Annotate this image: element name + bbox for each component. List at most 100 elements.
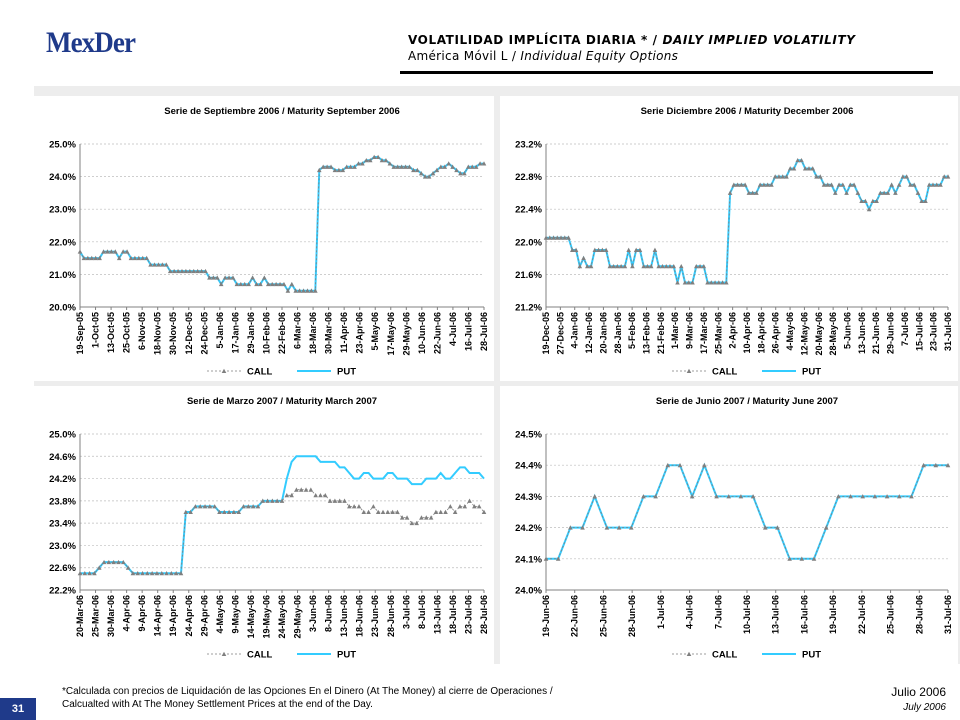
call-point <box>135 570 141 576</box>
call-point <box>938 182 943 187</box>
call-point <box>765 182 770 187</box>
call-point <box>214 275 220 280</box>
call-point <box>383 158 389 163</box>
x-tick-label: 31-Jul-06 <box>943 312 953 351</box>
call-point <box>277 281 283 287</box>
call-point <box>187 268 193 274</box>
x-tick-label: 9-May-06 <box>230 595 240 634</box>
call-point <box>787 166 793 171</box>
x-tick-label: 14-Apr-06 <box>153 595 163 637</box>
call-point <box>581 255 586 261</box>
x-tick-label: 13-Feb-06 <box>642 312 652 354</box>
x-tick-label: 4-May-06 <box>785 312 795 351</box>
x-tick-label: 4-Apr-06 <box>122 595 132 632</box>
call-point <box>772 174 778 179</box>
call-point <box>298 487 304 492</box>
call-point <box>231 509 237 514</box>
call-point <box>409 520 415 526</box>
x-tick-label: 29-Jun-06 <box>886 312 896 354</box>
call-point <box>678 263 684 269</box>
call-point <box>628 525 634 530</box>
call-point <box>616 525 622 530</box>
call-point <box>411 167 416 173</box>
call-point <box>285 288 291 293</box>
call-point <box>844 190 849 195</box>
call-point <box>848 182 853 187</box>
y-tick-label: 21.6% <box>515 270 542 281</box>
y-tick-label: 24.3% <box>515 492 542 503</box>
call-point <box>814 174 819 179</box>
x-tick-label: 2-Apr-06 <box>728 312 738 349</box>
x-tick-label: 23-Jul-06 <box>929 312 939 351</box>
call-point <box>92 570 97 576</box>
call-point <box>163 262 169 267</box>
call-point <box>607 263 613 269</box>
call-point <box>82 570 88 576</box>
call-point <box>274 498 280 503</box>
call-point <box>336 167 342 173</box>
call-point <box>945 174 951 179</box>
call-point <box>130 570 136 576</box>
call-point <box>101 559 107 565</box>
chart-june-2007: Serie de Junio 2007 / Maturity June 2007… <box>500 386 958 664</box>
call-point <box>313 492 318 498</box>
call-point <box>919 198 925 204</box>
call-point <box>603 247 609 252</box>
call-point <box>109 249 114 254</box>
call-point <box>273 281 279 287</box>
call-point <box>128 255 134 261</box>
call-point <box>301 288 306 293</box>
call-point <box>293 288 299 293</box>
x-tick-label: 28-Jul-06 <box>479 312 489 351</box>
call-point <box>258 281 263 287</box>
call-point <box>433 509 439 514</box>
call-point <box>284 492 290 498</box>
call-point <box>677 462 683 468</box>
x-tick-label: 18-Jun-06 <box>355 595 365 637</box>
x-tick-label: 24-Dec-05 <box>199 312 209 355</box>
call-point <box>221 509 227 514</box>
legend-call-marker <box>686 368 692 373</box>
legend-put-label: PUT <box>802 650 821 661</box>
call-point <box>473 164 479 169</box>
date-en: July 2006 <box>903 702 946 713</box>
call-point <box>829 182 834 187</box>
call-point <box>171 268 177 274</box>
call-point <box>714 494 719 499</box>
call-point <box>633 247 639 252</box>
call-point <box>422 174 428 179</box>
call-point <box>145 570 150 576</box>
call-point <box>787 556 792 561</box>
legend-call-label: CALL <box>712 650 738 661</box>
x-tick-label: 18-Apr-06 <box>756 312 766 354</box>
call-point <box>926 182 932 187</box>
call-point <box>160 262 165 267</box>
page-title: VOLATILIDAD IMPLÍCITA DIARIA * / DAILY I… <box>408 33 856 47</box>
date-es: Julio 2006 <box>891 685 946 699</box>
x-tick-label: 24-Apr-06 <box>184 595 194 637</box>
call-point <box>303 487 309 492</box>
call-point <box>855 190 861 195</box>
x-tick-label: 18-Jul-06 <box>448 595 458 634</box>
legend-call-marker <box>221 368 227 373</box>
y-tick-label: 22.8% <box>515 172 542 183</box>
call-point <box>193 504 198 509</box>
call-point <box>761 182 767 187</box>
call-point <box>360 161 365 166</box>
x-tick-label: 18-Mar-06 <box>308 312 318 354</box>
call-point <box>580 525 585 530</box>
call-point <box>125 565 131 570</box>
x-tick-label: 3-Jun-06 <box>308 595 318 632</box>
call-point <box>279 498 285 503</box>
x-tick-label: 30-Mar-06 <box>324 312 334 354</box>
series-line-put <box>546 159 948 284</box>
series-line-put <box>546 462 948 560</box>
call-point <box>202 504 208 509</box>
call-point <box>351 504 357 509</box>
call-point <box>218 281 224 287</box>
y-tick-label: 22.2% <box>49 586 76 597</box>
call-point <box>596 247 601 252</box>
call-point <box>289 281 295 287</box>
call-point <box>242 281 248 287</box>
x-tick-label: 27-Dec-05 <box>555 312 565 355</box>
